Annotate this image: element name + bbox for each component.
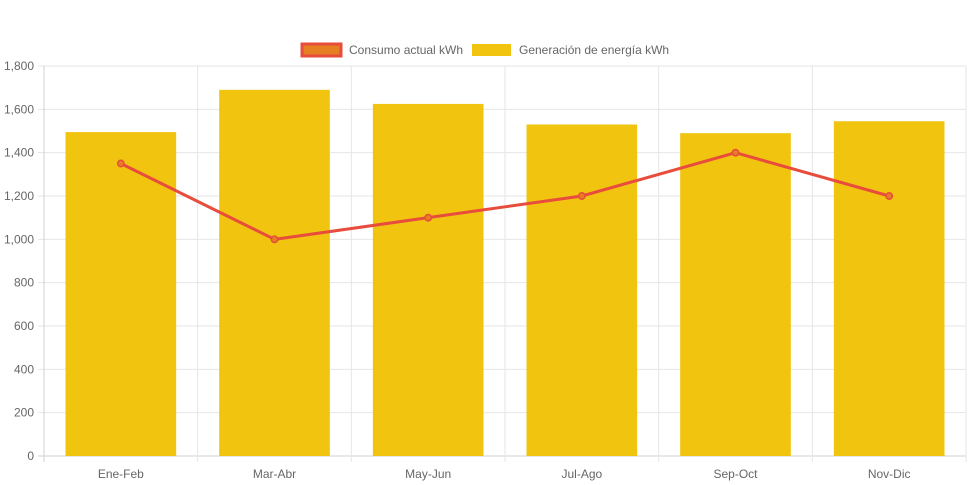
- axes: 0 200 400 600 800 1,000 1,200 1,400 1,600 1,800 En…: [4, 59, 911, 481]
- bar-generacion[interactable]: [219, 89, 330, 456]
- bar-generacion[interactable]: [833, 121, 945, 456]
- point-consumo[interactable]: [116, 159, 125, 168]
- x-tick-label: May-Jun: [405, 467, 451, 481]
- line-series-consumo: [116, 148, 894, 244]
- point-consumo[interactable]: [424, 213, 433, 222]
- y-tick-label: 600: [14, 319, 34, 333]
- point-consumo[interactable]: [577, 192, 586, 200]
- x-tick-label: Sep-Oct: [713, 467, 758, 481]
- legend: Consumo actual kWh Generación de energía…: [300, 42, 669, 58]
- x-tick-label: Mar-Abr: [253, 467, 296, 481]
- line-consumo: [120, 151, 890, 241]
- legend-swatch-consumo[interactable]: [300, 42, 343, 58]
- bar-generacion[interactable]: [65, 132, 177, 457]
- y-tick-label: 1,600: [4, 102, 34, 116]
- legend-swatch-generacion[interactable]: [472, 44, 511, 56]
- x-tick-label: Jul-Ago: [561, 467, 602, 481]
- y-tick-label: 800: [14, 276, 34, 290]
- bar-generacion[interactable]: [526, 124, 638, 457]
- x-tick-label: Nov-Dic: [868, 467, 911, 481]
- bar-series-generacion: [65, 89, 945, 457]
- y-tick-label: 1,200: [4, 189, 34, 203]
- legend-label-consumo[interactable]: Consumo actual kWh: [349, 43, 463, 57]
- point-consumo[interactable]: [885, 192, 894, 200]
- point-consumo[interactable]: [731, 148, 740, 157]
- y-tick-label: 1,400: [4, 146, 34, 160]
- y-tick-label: 400: [14, 362, 34, 376]
- y-tick-label: 1,000: [4, 232, 34, 246]
- y-tick-label: 0: [27, 449, 34, 463]
- grid: [38, 65, 967, 462]
- point-consumo[interactable]: [270, 235, 279, 244]
- y-tick-label: 1,800: [4, 59, 34, 73]
- legend-label-generacion[interactable]: Generación de energía kWh: [519, 43, 669, 57]
- y-tick-label: 200: [14, 406, 34, 420]
- x-tick-label: Ene-Feb: [98, 467, 144, 481]
- bar-generacion[interactable]: [680, 133, 791, 456]
- bar-generacion[interactable]: [372, 103, 484, 457]
